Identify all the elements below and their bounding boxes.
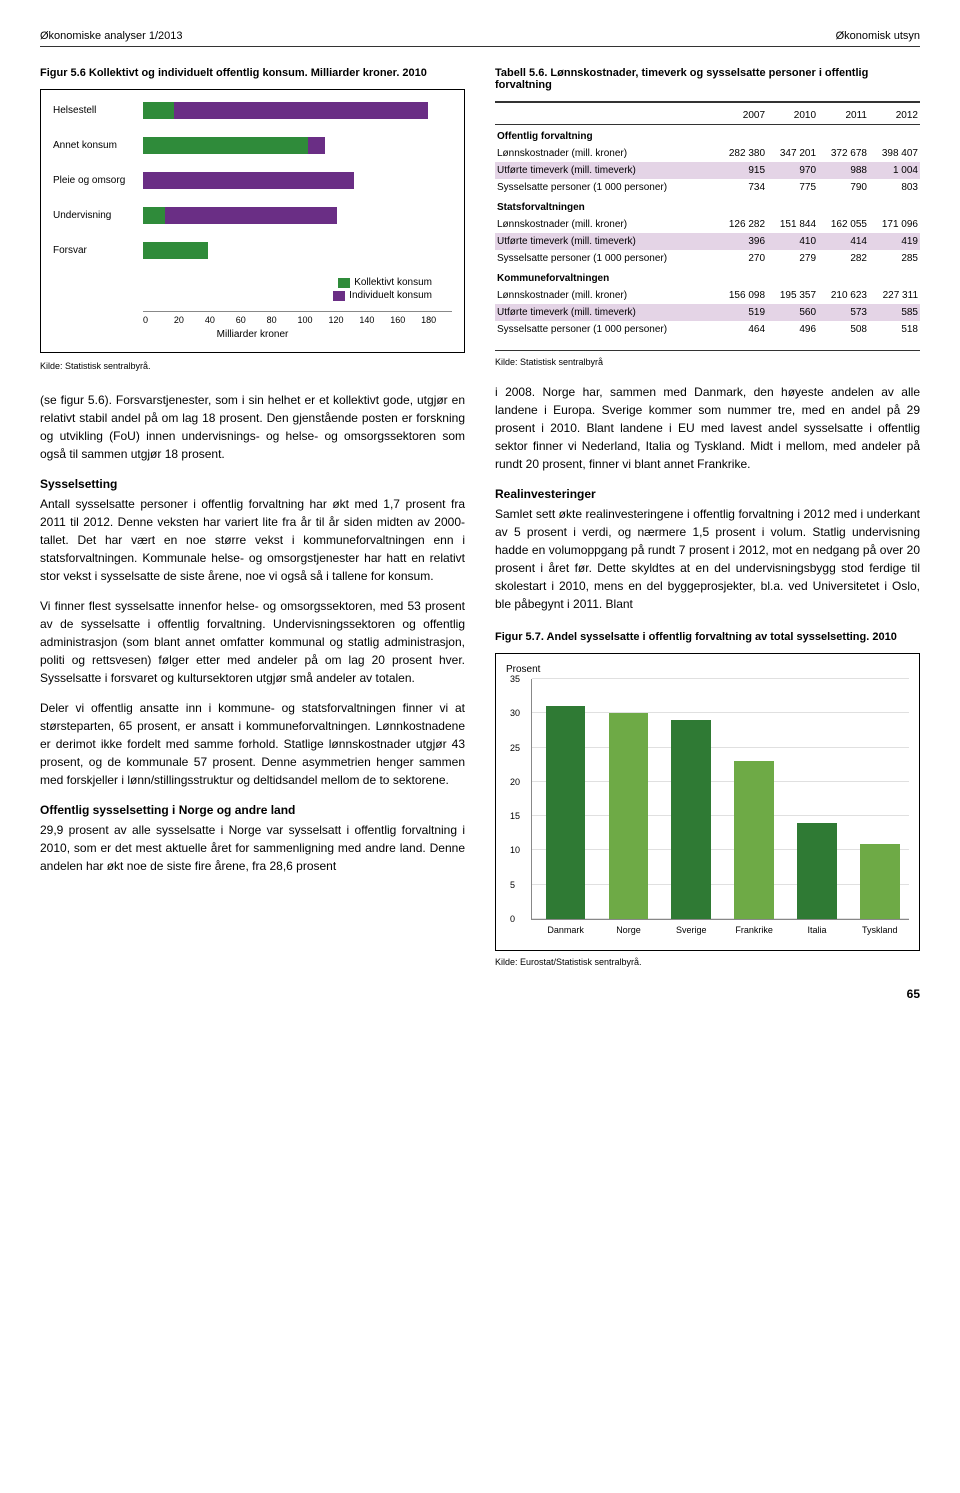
page-number: 65 xyxy=(40,987,920,1001)
fig56-xlabel: Milliarder kroner xyxy=(53,329,452,340)
bar-row: Helsestell xyxy=(53,102,452,119)
fig56-xaxis: 020406080100120140160180 xyxy=(143,311,452,325)
bar: Italia xyxy=(797,823,837,919)
section-head: Sysselsetting xyxy=(40,477,465,491)
bar: Danmark xyxy=(546,706,586,919)
header-left: Økonomiske analyser 1/2013 xyxy=(40,30,182,42)
fig57-chart: Prosent 05101520253035DanmarkNorgeSverig… xyxy=(495,653,920,951)
bar-row: Forsvar xyxy=(53,242,452,259)
bar-row: Pleie og omsorg xyxy=(53,172,452,189)
fig56-title: Figur 5.6 Kollektivt og individuelt offe… xyxy=(40,67,465,79)
body-para: (se figur 5.6). Forsvarstjenester, som i… xyxy=(40,391,465,463)
right-column: Tabell 5.6. Lønnskostnader, timeverk og … xyxy=(495,67,920,967)
fig56-source: Kilde: Statistisk sentralbyrå. xyxy=(40,361,465,371)
fig57-ylabel: Prosent xyxy=(506,664,909,675)
fig57-title: Figur 5.7. Andel sysselsatte i offentlig… xyxy=(495,631,920,643)
body-para: Samlet sett økte realinvesteringene i of… xyxy=(495,505,920,613)
page-header: Økonomiske analyser 1/2013 Økonomisk uts… xyxy=(40,30,920,47)
fig57-source: Kilde: Eurostat/Statistisk sentralbyrå. xyxy=(495,957,920,967)
left-column: Figur 5.6 Kollektivt og individuelt offe… xyxy=(40,67,465,967)
body-para: Deler vi offentlig ansatte inn i kommune… xyxy=(40,699,465,789)
fig56-chart: Helsestell Annet konsum Pleie og omsorg Und… xyxy=(40,89,465,353)
body-para: Antall sysselsatte personer i offentlig … xyxy=(40,495,465,585)
header-right: Økonomisk utsyn xyxy=(836,30,920,42)
tab56-source: Kilde: Statistisk sentralbyrå xyxy=(495,357,920,367)
body-para: Vi finner flest sysselsatte innenfor hel… xyxy=(40,597,465,687)
tab56-title: Tabell 5.6. Lønnskostnader, timeverk og … xyxy=(495,67,920,91)
fig56-legend: Kollektivt konsum Individuelt konsum xyxy=(53,277,432,303)
tab56-table: 2007201020112012Offentlig forvaltningLøn… xyxy=(495,101,920,351)
bar: Norge xyxy=(609,713,649,919)
bar-row: Annet konsum xyxy=(53,137,452,154)
section-head: Offentlig sysselsetting i Norge og andre… xyxy=(40,803,465,817)
bar-row: Undervisning xyxy=(53,207,452,224)
body-para: 29,9 prosent av alle sysselsatte i Norge… xyxy=(40,821,465,875)
bar: Tyskland xyxy=(860,844,900,919)
bar: Sverige xyxy=(671,720,711,919)
body-para: i 2008. Norge har, sammen med Danmark, d… xyxy=(495,383,920,473)
section-head: Realinvesteringer xyxy=(495,487,920,501)
bar: Frankrike xyxy=(734,761,774,919)
